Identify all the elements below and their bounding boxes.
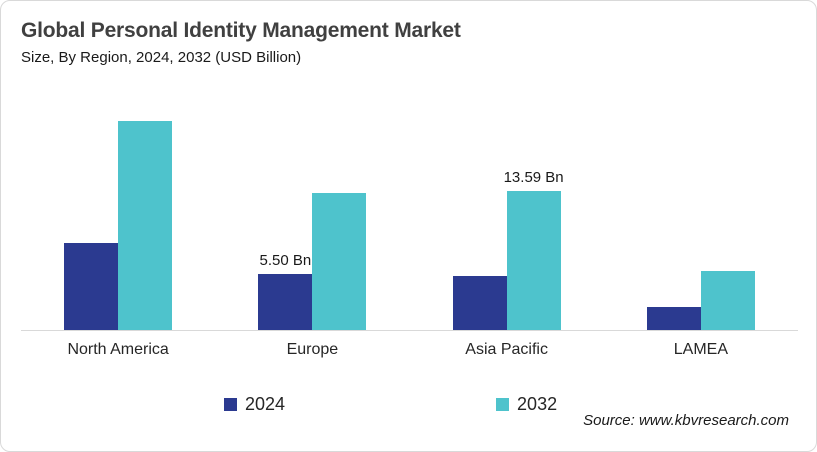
category-label-north-america: North America: [67, 341, 169, 358]
chart-header: Global Personal Identity Management Mark…: [1, 1, 816, 66]
data-label-2032-asia-pacific: 13.59 Bn: [503, 169, 564, 186]
category-label-lamea: LAMEA: [673, 341, 728, 358]
category-label-europe: Europe: [286, 341, 339, 358]
bar-2024-lamea: [646, 307, 701, 330]
bar-2024-asia-pacific: [452, 276, 507, 330]
legend-item-2024: 2024: [224, 394, 285, 415]
legend-label-2032: 2032: [517, 394, 558, 414]
bar-2032-asia-pacific: 13.59 Bn: [504, 169, 564, 330]
bar-group-lamea: [604, 91, 798, 330]
plot-area: 5.50 Bn 13.59 Bn: [21, 91, 798, 331]
bar-group-north-america: [21, 91, 215, 330]
bar-group-europe: 5.50 Bn: [215, 91, 409, 330]
bar-2024-europe: 5.50 Bn: [258, 252, 313, 330]
bar-2032-europe: [312, 193, 367, 330]
legend-swatch-2032: [496, 398, 510, 411]
bar-2024-north-america: [64, 243, 119, 330]
bar-2032-lamea: [700, 271, 755, 330]
data-label-2024-europe: 5.50 Bn: [259, 252, 312, 269]
bar-2032-north-america: [118, 121, 173, 330]
legend: 2024 2032: [224, 394, 557, 415]
legend-item-2032: 2032: [496, 394, 557, 415]
chart-subtitle: Size, By Region, 2024, 2032 (USD Billion…: [21, 49, 302, 67]
legend-swatch-2024: [224, 398, 237, 411]
legend-label-2024: 2024: [245, 394, 286, 414]
source-credit: Source: www.kbvresearch.com: [583, 412, 789, 429]
bar-group-asia-pacific: 13.59 Bn: [410, 91, 604, 330]
category-label-asia-pacific: Asia Pacific: [465, 341, 548, 358]
x-axis-category-labels: North America Europe Asia Pacific LAMEA: [21, 332, 798, 359]
chart-title: Global Personal Identity Management Mark…: [21, 19, 461, 42]
